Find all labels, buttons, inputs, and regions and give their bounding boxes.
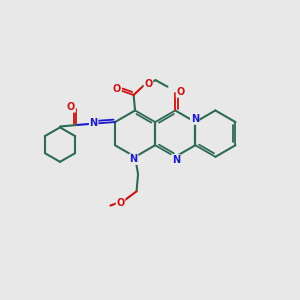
Text: O: O: [144, 79, 153, 89]
Text: O: O: [116, 198, 124, 208]
Text: O: O: [176, 87, 185, 97]
Text: N: N: [191, 114, 199, 124]
Text: N: N: [172, 155, 180, 165]
Text: O: O: [67, 102, 75, 112]
Text: N: N: [130, 154, 138, 164]
Text: O: O: [113, 84, 121, 94]
Text: N: N: [89, 118, 98, 128]
